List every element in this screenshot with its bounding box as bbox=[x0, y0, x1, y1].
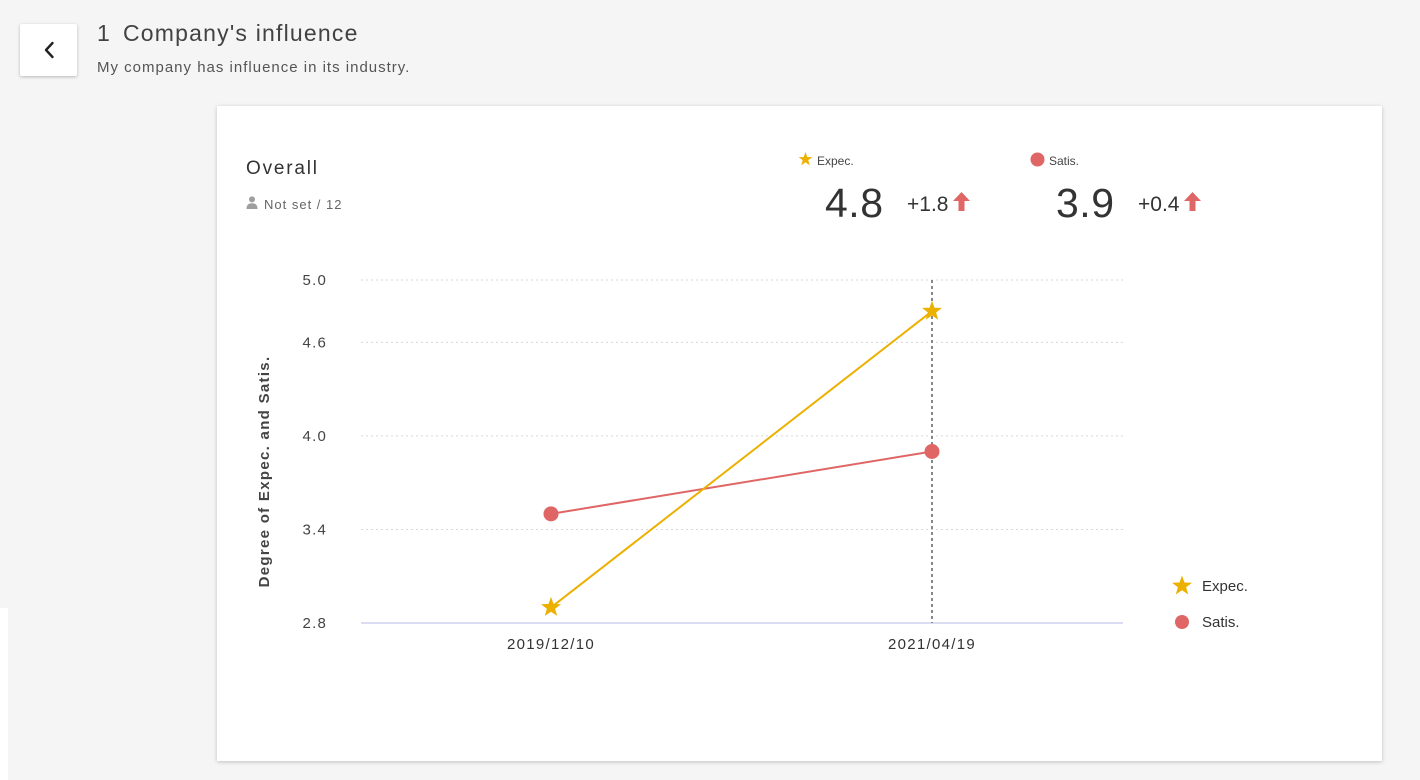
legend-circle-icon bbox=[1175, 615, 1189, 629]
chevron-left-icon bbox=[43, 41, 55, 59]
y-tick-label: 2.8 bbox=[303, 615, 327, 632]
expec-summary-label: Expec. bbox=[798, 152, 854, 169]
star-icon bbox=[798, 152, 813, 169]
expec-data-point bbox=[922, 300, 942, 320]
person-icon bbox=[246, 196, 264, 212]
satis-data-point bbox=[543, 506, 559, 522]
x-tick-label: 2019/12/10 bbox=[507, 636, 595, 653]
expec-series-line bbox=[550, 310, 933, 609]
back-button[interactable] bbox=[20, 24, 77, 76]
expec-change: +1.8 bbox=[907, 192, 971, 217]
y-tick-label: 4.0 bbox=[303, 428, 327, 445]
result-card: Overall Not set / 12 Expec. 4.8 +1.8 bbox=[217, 106, 1382, 761]
question-title: Company's influence bbox=[123, 20, 359, 46]
satis-data-point bbox=[924, 444, 940, 459]
circle-icon bbox=[1030, 152, 1045, 170]
arrow-up-icon bbox=[1179, 192, 1202, 217]
satis-change: +0.4 bbox=[1138, 192, 1202, 217]
legend-label: Expec. bbox=[1202, 578, 1248, 595]
satis-summary-label: Satis. bbox=[1030, 152, 1079, 170]
y-tick-label: 3.4 bbox=[303, 521, 327, 538]
page-title: 1 Company's influence bbox=[97, 20, 359, 47]
y-tick-label: 4.6 bbox=[303, 334, 327, 351]
legend-star-icon bbox=[1172, 575, 1192, 595]
satis-summary-label-text: Satis. bbox=[1049, 154, 1080, 168]
question-statement: My company has influence in its industry… bbox=[97, 59, 411, 76]
x-tick-label: 2021/04/19 bbox=[888, 636, 976, 653]
expec-change-value: +1.8 bbox=[907, 192, 949, 216]
question-number: 1 bbox=[97, 20, 111, 46]
expec-score: 4.8 bbox=[825, 180, 884, 226]
arrow-up-icon bbox=[948, 192, 971, 217]
respondent-count-text: Not set / 12 bbox=[264, 196, 343, 212]
legend-label: Satis. bbox=[1202, 614, 1240, 631]
expec-data-point bbox=[541, 596, 561, 616]
satis-score: 3.9 bbox=[1056, 180, 1115, 226]
section-title: Overall bbox=[246, 158, 319, 179]
left-edge-panel bbox=[0, 608, 8, 780]
y-tick-label: 5.0 bbox=[303, 272, 327, 289]
satis-change-value: +0.4 bbox=[1138, 192, 1180, 216]
line-chart: 5.0 4.6 4.0 3.4 2.8 2019/12/10 2021/04/19 Degre… bbox=[256, 272, 1248, 653]
y-axis-title: Degree of Expec. and Satis. bbox=[256, 356, 273, 588]
satis-series-line bbox=[550, 450, 933, 515]
expec-summary-label-text: Expec. bbox=[817, 153, 854, 168]
respondent-count: Not set / 12 bbox=[246, 196, 342, 212]
